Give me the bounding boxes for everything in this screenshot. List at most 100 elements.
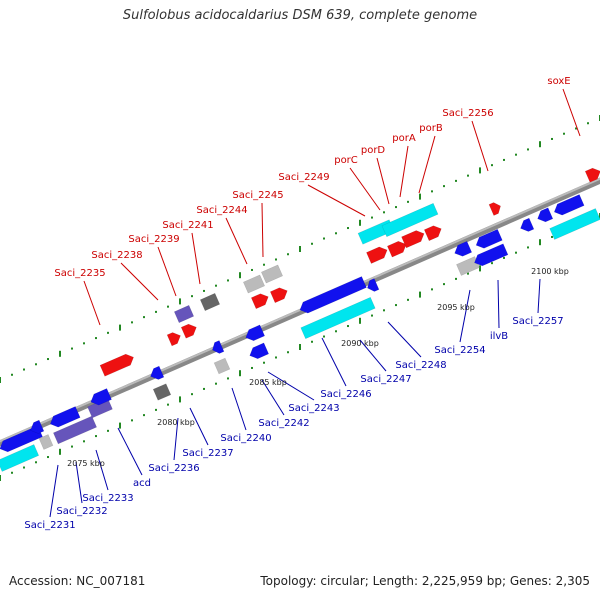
leader-line xyxy=(399,145,409,198)
tick-dot xyxy=(431,190,433,193)
tick-dot xyxy=(191,393,193,396)
leader-line xyxy=(459,289,471,343)
tick-dot xyxy=(311,242,313,245)
gene-glyph-pseudo xyxy=(243,274,265,294)
tick-dot xyxy=(419,291,421,298)
leader-line xyxy=(418,135,436,194)
tick-dot xyxy=(347,227,349,230)
gene-glyph-reverse xyxy=(520,217,535,232)
tick-dot xyxy=(191,295,193,298)
tick-dot xyxy=(479,265,481,272)
gene-label-forward: Saci_2249 xyxy=(278,172,329,183)
tick-dot xyxy=(203,387,205,390)
tick-dot xyxy=(443,185,445,188)
gene-glyph-reverse xyxy=(90,388,112,406)
scale-label: 2080 kbp xyxy=(157,418,195,427)
tick-dot xyxy=(371,216,373,219)
tick-dot xyxy=(383,309,385,312)
tick-dot xyxy=(323,335,325,338)
leader-line xyxy=(189,407,209,446)
tick-dot xyxy=(443,283,445,286)
gene-glyph-reverse xyxy=(474,243,509,267)
gene-glyph-reverse xyxy=(367,278,380,292)
leader-line xyxy=(117,427,143,476)
leader-line xyxy=(267,371,315,401)
gene-label-reverse: Saci_2233 xyxy=(82,493,133,504)
leader-line xyxy=(307,184,366,217)
tick-dot xyxy=(275,356,277,359)
gene-glyph-forward xyxy=(423,225,442,242)
tick-dot xyxy=(215,284,217,287)
tick-dot xyxy=(287,351,289,354)
leader-line xyxy=(537,278,541,314)
tick-dot xyxy=(143,414,145,417)
label-leader-lines xyxy=(49,88,581,518)
tick-dot xyxy=(431,288,433,291)
tick-dot xyxy=(455,277,457,280)
tick-dot xyxy=(371,314,373,317)
gene-glyph-reverse xyxy=(49,406,81,428)
tick-dot xyxy=(107,331,109,334)
tick-dot xyxy=(359,219,361,226)
gene-glyph-pseudo xyxy=(213,357,231,375)
gene-glyph-dark xyxy=(199,292,221,312)
gene-label-forward: Saci_2238 xyxy=(91,250,142,261)
leader-line xyxy=(349,167,381,211)
gene-glyph-dark xyxy=(152,383,172,401)
tick-dot xyxy=(107,429,109,432)
tick-dot xyxy=(239,272,241,279)
gene-features xyxy=(0,167,600,472)
gene-glyph-rna xyxy=(381,202,439,238)
tick-dot xyxy=(59,448,61,455)
tick-dot xyxy=(227,279,229,282)
tick-dot xyxy=(335,232,337,235)
tick-dot xyxy=(95,337,97,340)
tick-dots xyxy=(0,115,600,481)
leader-line xyxy=(231,387,247,431)
gene-glyph-pseudo xyxy=(38,434,54,450)
scale-labels: 2075 kbp 2080 kbp 2085 kbp 2090 kbp 2095 kbp… xyxy=(67,267,569,468)
accession-text: Accession: NC_007181 xyxy=(9,574,146,588)
tick-dot xyxy=(515,251,517,254)
gene-label-reverse: Saci_2243 xyxy=(288,403,339,414)
tick-dot xyxy=(491,262,493,265)
tick-dot xyxy=(0,377,1,383)
gene-glyph-forward xyxy=(166,332,181,347)
gene-glyph-reverse xyxy=(553,194,585,216)
scale-label: 2075 kbp xyxy=(67,459,105,468)
tick-dot xyxy=(335,330,337,333)
tick-dot xyxy=(215,382,217,385)
genome-summary-text: Topology: circular; Length: 2,225,959 bp… xyxy=(260,574,590,588)
tick-dot xyxy=(467,174,469,177)
leader-line xyxy=(49,464,59,518)
gene-label-forward: Saci_2245 xyxy=(232,190,283,201)
tick-dot xyxy=(587,122,589,125)
tick-dot xyxy=(227,377,229,380)
tick-dot xyxy=(299,344,301,350)
tick-dot xyxy=(155,408,157,411)
tick-dot xyxy=(83,440,85,443)
tick-dot xyxy=(251,366,253,369)
gene-label-reverse: Saci_2246 xyxy=(320,389,371,400)
gene-glyph-forward xyxy=(269,287,288,304)
gene-label-reverse: Saci_2257 xyxy=(512,316,563,327)
leader-line xyxy=(261,379,285,416)
tick-dot xyxy=(503,256,505,259)
leader-line xyxy=(497,279,500,329)
tick-dot xyxy=(131,419,133,422)
leader-line xyxy=(157,246,177,297)
tick-dot xyxy=(0,475,1,481)
gene-glyph-rna xyxy=(300,296,376,340)
tick-dot xyxy=(119,324,121,331)
tick-dot xyxy=(263,361,265,364)
gene-label-forward: Saci_2256 xyxy=(442,108,493,119)
tick-dot xyxy=(287,253,289,256)
leader-line xyxy=(376,157,390,205)
gene-glyph-reverse xyxy=(0,425,43,453)
gene-label-reverse: Saci_2248 xyxy=(395,360,446,371)
tick-dot xyxy=(551,137,553,140)
tick-dot xyxy=(383,211,385,214)
tick-dot xyxy=(11,373,13,376)
gene-glyph-rna xyxy=(0,444,40,472)
gene-label-forward: Saci_2241 xyxy=(162,220,213,231)
